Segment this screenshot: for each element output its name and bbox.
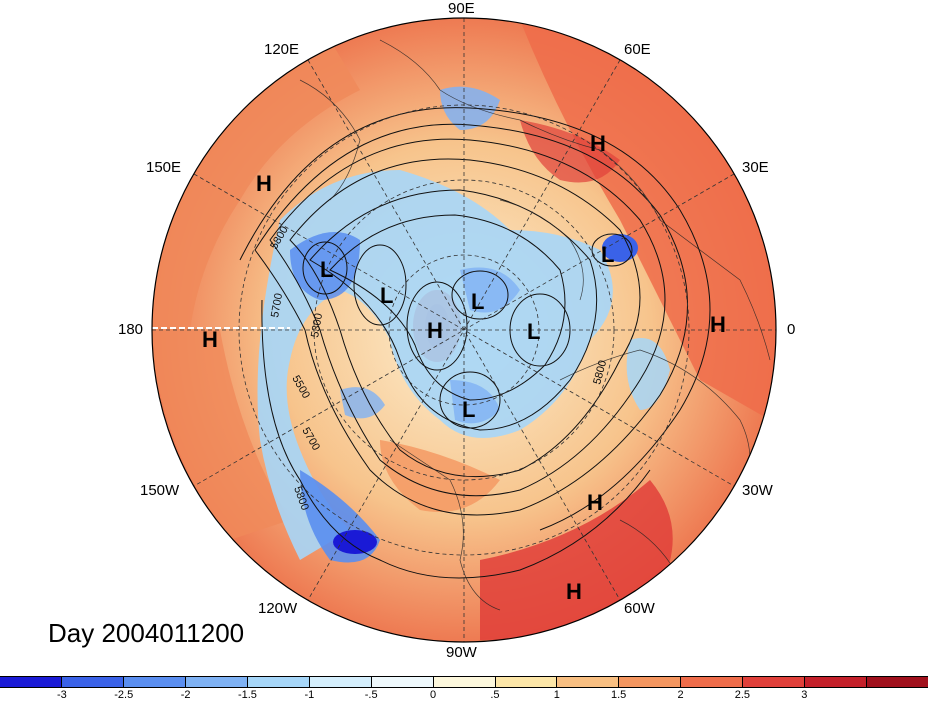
high-pressure-label: H: [256, 171, 272, 196]
colorbar-tick-label: -2.5: [114, 689, 134, 701]
colorbar-tick-label: -.5: [364, 689, 378, 701]
colorbar-segment: [743, 677, 806, 687]
lon-label-120e: 120E: [264, 41, 300, 58]
high-pressure-label: H: [566, 579, 582, 604]
colorbar-tick-label: 1.5: [611, 689, 627, 701]
cold-anomaly-region: [460, 267, 520, 313]
warm-anomaly-region: [520, 120, 620, 183]
cold-anomaly-region: [450, 380, 500, 424]
colorbar-tick-label: 2: [677, 689, 684, 701]
cold-anomaly-region: [626, 338, 670, 410]
lon-label-120w: 120W: [258, 600, 298, 617]
contour-label: 5300: [309, 312, 325, 338]
lon-label-30w: 30W: [742, 482, 773, 499]
lon-label-60w: 60W: [624, 600, 655, 617]
lon-label-0: 0: [787, 321, 796, 338]
low-pressure-label: L: [527, 319, 540, 344]
colorbar-segment: [619, 677, 682, 687]
colorbar-segment: [371, 677, 434, 687]
colorbar-tick-label: .5: [490, 689, 500, 701]
lon-label-150w: 150W: [140, 482, 180, 499]
colorbar-tick-label: -1: [304, 689, 315, 701]
colorbar-segment: [247, 677, 310, 687]
day-label: Day 2004011200: [48, 618, 245, 648]
contour-label: 5700: [269, 292, 285, 318]
colorbar-segment: [123, 677, 186, 687]
high-pressure-label: H: [587, 490, 603, 515]
colorbar-segment: [433, 677, 496, 687]
colorbar-segment: [681, 677, 744, 687]
colorbar-ticks: -3 -2.5 -2 -1.5 -1 -.5 0 .5 1 1.5 2 2.5 3: [0, 689, 928, 702]
colorbar-tick-label: -3: [56, 689, 67, 701]
colorbar-segment: [185, 677, 248, 687]
colorbar-tick-label: 0: [430, 689, 437, 701]
colorbar: [0, 676, 928, 688]
colorbar-segment: [61, 677, 124, 687]
lon-label-180: 180: [118, 321, 144, 338]
colorbar-segment: [495, 677, 558, 687]
colorbar-tick-label: 3: [801, 689, 808, 701]
lon-label-90w: 90W: [446, 644, 477, 661]
warm-anomaly-region: [380, 440, 500, 512]
colorbar-segment: [0, 677, 62, 687]
warm-anomaly-region: [152, 330, 290, 540]
low-pressure-label: L: [471, 289, 484, 314]
low-pressure-label: L: [462, 397, 475, 422]
lon-label-90e: 90E: [448, 0, 475, 17]
high-pressure-label: H: [202, 327, 218, 352]
map-border: [151, 17, 777, 643]
colorbar-segment: [309, 677, 372, 687]
high-pressure-label: H: [590, 131, 606, 156]
graticule: [152, 18, 776, 642]
lon-label-60e: 60E: [624, 41, 651, 58]
colorbar-tick-label: 2.5: [734, 689, 751, 701]
colorbar-tick-label: 1: [553, 689, 560, 701]
high-pressure-label: H: [427, 318, 443, 343]
low-pressure-label: L: [601, 242, 614, 267]
high-pressure-label: H: [710, 312, 726, 337]
low-pressure-label: L: [380, 283, 393, 308]
colorbar-tick-label: -2: [180, 689, 191, 701]
pressure-centers: H H H H H H H L L L L L L: [202, 131, 726, 604]
lon-label-30e: 30E: [742, 159, 769, 176]
colorbar-tick-label: -1.5: [237, 689, 257, 701]
colorbar-segment: [867, 677, 928, 687]
anomaly-field: [152, 18, 776, 642]
colorbar-segment: [557, 677, 620, 687]
lon-label-150e: 150E: [146, 159, 182, 176]
colorbar-segment: [805, 677, 868, 687]
low-pressure-label: L: [320, 257, 333, 282]
